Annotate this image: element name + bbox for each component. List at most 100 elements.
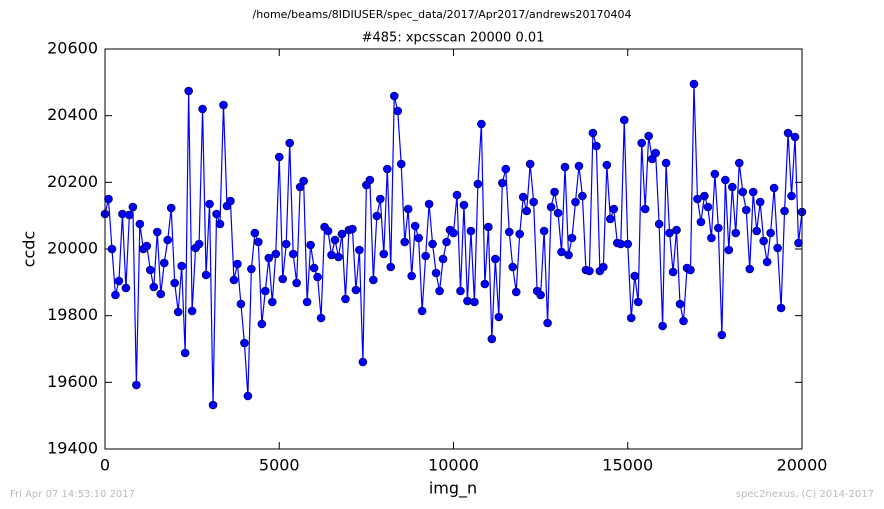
data-point	[313, 272, 322, 282]
data-point	[376, 194, 385, 204]
data-point	[285, 138, 295, 148]
y-tick-label: 19800	[47, 305, 98, 324]
data-point	[794, 238, 803, 248]
data-point	[515, 229, 525, 239]
data-point	[372, 211, 382, 221]
data-point	[456, 286, 465, 296]
data-point	[675, 299, 685, 309]
data-point	[511, 287, 521, 297]
data-point	[243, 391, 253, 401]
data-point	[271, 249, 281, 259]
data-point	[700, 191, 709, 201]
data-point	[240, 338, 249, 348]
data-point	[382, 164, 392, 174]
y-tick-label: 20200	[47, 172, 98, 191]
data-point	[267, 297, 277, 307]
data-point	[107, 244, 117, 254]
data-point	[602, 160, 612, 170]
data-point	[288, 249, 298, 259]
data-point	[351, 285, 361, 295]
data-point	[696, 217, 706, 227]
data-point	[261, 286, 270, 296]
data-point	[184, 86, 193, 96]
data-point	[651, 148, 660, 158]
data-point	[707, 233, 716, 243]
data-point	[121, 283, 131, 293]
data-point	[780, 206, 789, 216]
data-point	[790, 132, 800, 142]
data-point	[599, 262, 608, 272]
data-point	[421, 251, 430, 261]
data-point	[201, 270, 211, 280]
data-point	[254, 237, 263, 247]
data-line	[104, 83, 803, 406]
data-point	[539, 226, 549, 236]
data-point	[146, 265, 155, 275]
data-point	[170, 278, 179, 288]
data-point	[257, 319, 267, 329]
data-point	[180, 348, 190, 358]
data-point	[149, 282, 159, 292]
data-point	[592, 141, 601, 151]
data-point	[717, 330, 727, 340]
data-point	[654, 219, 664, 229]
data-point	[529, 197, 538, 207]
x-tick-label: 20000	[777, 456, 828, 475]
data-point	[508, 262, 518, 272]
y-tick-label: 19400	[47, 439, 98, 458]
data-point	[473, 179, 483, 189]
data-point	[187, 306, 197, 316]
data-point	[497, 178, 507, 188]
data-point	[640, 204, 650, 214]
data-point	[759, 236, 768, 246]
data-point	[379, 249, 389, 259]
data-point	[393, 106, 403, 116]
data-point	[783, 128, 793, 138]
data-point	[341, 294, 350, 304]
footer-left: Fri Apr 07 14:53:10 2017	[10, 489, 135, 500]
data-point	[173, 307, 183, 317]
data-point	[111, 290, 120, 300]
data-point	[156, 289, 166, 299]
data-point	[396, 159, 406, 169]
data-point	[334, 252, 343, 262]
data-point	[619, 115, 629, 125]
data-point	[104, 194, 113, 204]
data-point	[114, 276, 124, 286]
data-point	[491, 254, 500, 264]
data-point	[125, 210, 134, 220]
data-point	[644, 131, 653, 141]
data-point	[658, 321, 667, 331]
data-point	[316, 313, 326, 323]
data-point	[626, 313, 636, 323]
y-tick-label: 20600	[47, 39, 98, 58]
data-point	[567, 233, 577, 243]
data-point	[487, 334, 497, 344]
data-point	[236, 299, 246, 309]
data-point	[166, 203, 176, 213]
data-point	[484, 222, 493, 232]
data-point	[689, 79, 699, 89]
data-point	[550, 187, 559, 197]
x-tick-label: 0	[100, 456, 110, 475]
data-point	[400, 237, 410, 247]
data-point	[546, 202, 556, 212]
x-axis-label: img_n	[429, 479, 477, 499]
data-point	[734, 158, 744, 168]
data-point	[588, 128, 598, 138]
data-point	[703, 202, 713, 212]
data-point	[752, 226, 761, 236]
data-point	[762, 257, 772, 267]
data-point	[606, 214, 615, 224]
data-point	[686, 265, 695, 275]
data-point	[633, 297, 643, 307]
data-point	[403, 204, 413, 214]
data-point	[438, 254, 448, 264]
footer-right: spec2nexus, (C) 2014-2017	[736, 489, 874, 500]
data-point	[208, 400, 218, 410]
data-point	[494, 312, 504, 322]
data-point	[435, 286, 444, 296]
data-point	[417, 306, 427, 316]
data-point	[215, 219, 225, 229]
data-point	[480, 279, 490, 289]
